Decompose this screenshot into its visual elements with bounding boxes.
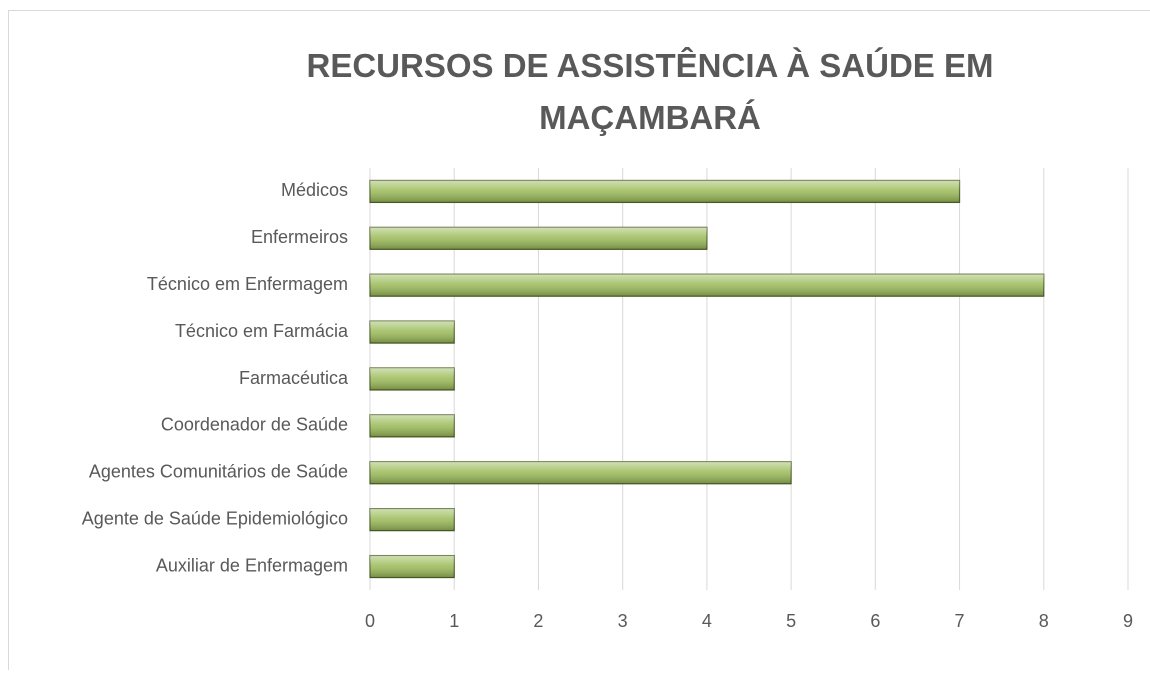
bar [369, 461, 792, 485]
x-tick-label: 3 [618, 611, 628, 631]
x-tick-label: 6 [870, 611, 880, 631]
bar [369, 367, 455, 391]
y-tick-label: Farmacéutica [239, 368, 349, 388]
x-tick-label: 5 [786, 611, 796, 631]
y-tick-label: Técnico em Enfermagem [147, 274, 348, 294]
x-tick-label: 9 [1123, 611, 1133, 631]
y-tick-label: Auxiliar de Enfermagem [156, 555, 348, 575]
x-tick-label: 4 [702, 611, 712, 631]
bar [369, 226, 708, 250]
chart-title: RECURSOS DE ASSISTÊNCIA À SAÚDE EM MAÇAM… [306, 47, 994, 136]
bar [369, 508, 455, 532]
x-tick-label: 7 [955, 611, 965, 631]
x-tick-label: 0 [365, 611, 375, 631]
bar [369, 554, 455, 579]
x-tick-label: 8 [1039, 611, 1049, 631]
bar [369, 273, 1045, 297]
y-tick-label: Coordenador de Saúde [161, 415, 348, 435]
bar [369, 320, 455, 344]
y-tick-label: Enfermeiros [251, 227, 348, 247]
y-tick-label: Agente de Saúde Epidemiológico [82, 508, 348, 528]
y-tick-label: Técnico em Farmácia [175, 321, 349, 341]
y-tick-label: Agentes Comunitários de Saúde [89, 462, 348, 482]
y-tick-label: Médicos [281, 180, 348, 200]
chart-border [8, 10, 1150, 670]
x-tick-label: 2 [533, 611, 543, 631]
bar [369, 179, 961, 204]
x-tick-label: 1 [449, 611, 459, 631]
bar [369, 414, 455, 438]
